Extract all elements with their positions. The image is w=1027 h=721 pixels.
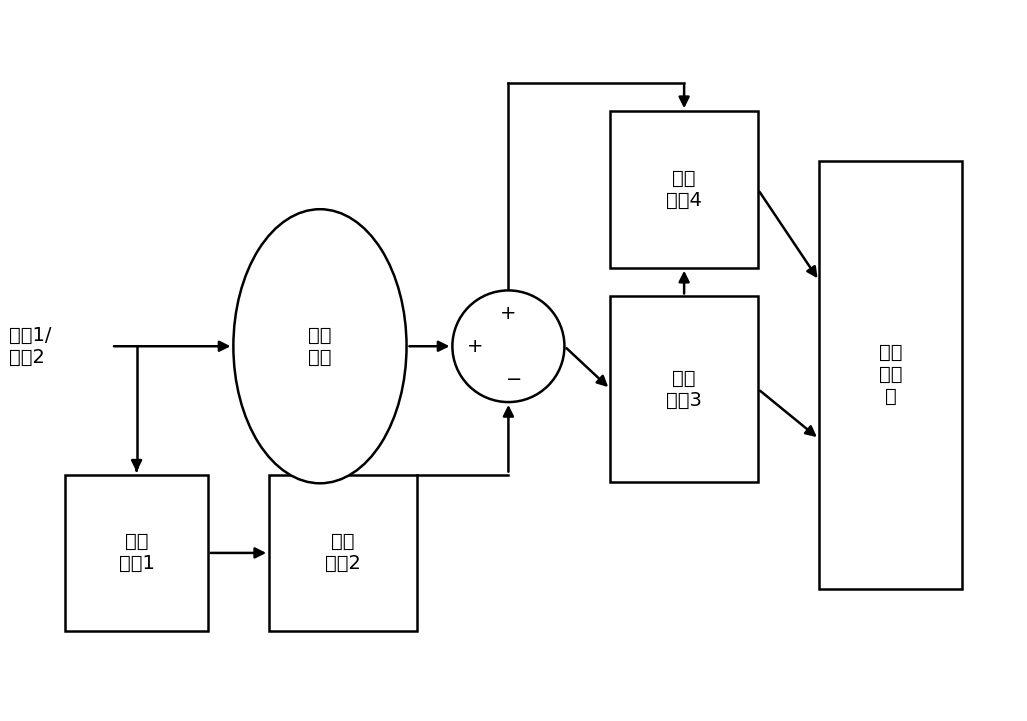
Text: 串行
乘法
器: 串行 乘法 器 [879, 343, 902, 406]
Text: 缓存
单元1: 缓存 单元1 [119, 532, 154, 573]
Text: +: + [466, 337, 483, 355]
Bar [269, 474, 417, 632]
Text: +: + [500, 304, 517, 323]
Text: 移位
单元: 移位 单元 [308, 326, 332, 367]
Bar [66, 474, 207, 632]
Bar [610, 296, 758, 482]
Text: 缓存
单元2: 缓存 单元2 [325, 532, 360, 573]
Ellipse shape [233, 209, 407, 483]
Ellipse shape [452, 291, 565, 402]
Text: 缓存
单元4: 缓存 单元4 [667, 169, 702, 210]
Text: −: − [506, 371, 522, 389]
Bar [820, 161, 961, 588]
Text: 缓存
单元3: 缓存 单元3 [667, 368, 702, 410]
Text: 信号1/
信号2: 信号1/ 信号2 [9, 326, 51, 367]
Bar [610, 111, 758, 268]
